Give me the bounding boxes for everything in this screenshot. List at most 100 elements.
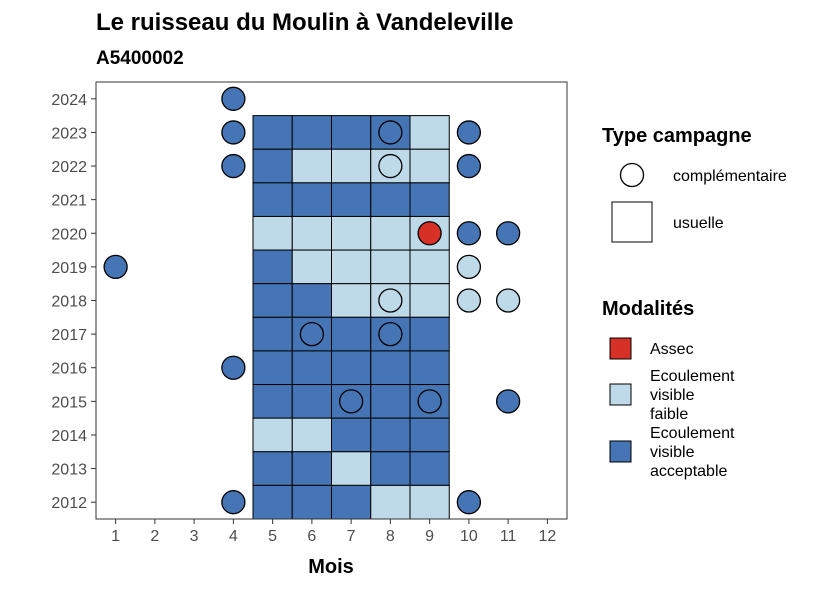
point-2015-11 <box>495 389 521 414</box>
cell-2014-6 <box>291 417 332 453</box>
cell-2012-8 <box>370 484 411 520</box>
legend-label-faible-2: faible <box>650 406 688 423</box>
y-tick-label-2017: 2017 <box>51 327 87 344</box>
legend-label-acceptable-2: acceptable <box>650 463 727 480</box>
cell-2021-9 <box>409 182 450 217</box>
cell-2020-6 <box>291 215 332 251</box>
chart-title: Le ruisseau du Moulin à Vandeleville <box>96 9 513 36</box>
cell-2016-7 <box>331 350 372 386</box>
point-2015-9 <box>417 389 442 414</box>
legend-key-faible <box>609 383 632 406</box>
x-tick-label-9: 9 <box>425 528 434 545</box>
cell-2019-8 <box>370 249 411 285</box>
cell-2022-7 <box>331 148 372 184</box>
legend-key-complementaire <box>619 162 645 188</box>
legend-key-acceptable <box>609 440 632 463</box>
cell-2016-5 <box>252 350 293 386</box>
cell-2020-5 <box>252 215 293 251</box>
cell-2022-5 <box>252 148 293 184</box>
point-2020-11 <box>495 221 521 246</box>
x-tick-label-10: 10 <box>460 528 478 545</box>
y-tick-label-2018: 2018 <box>51 294 87 311</box>
legend-fill-title: Modalités <box>602 298 694 320</box>
cell-2013-8 <box>370 451 411 486</box>
cell-2021-7 <box>331 182 372 217</box>
cell-2023-5 <box>252 115 293 150</box>
point-2022-10 <box>456 153 482 179</box>
x-tick-label-6: 6 <box>307 528 316 545</box>
cell-2017-5 <box>252 316 293 352</box>
cell-2019-9 <box>409 249 450 285</box>
plot-area <box>103 86 521 520</box>
cell-2015-5 <box>252 384 293 419</box>
point-2018-8 <box>378 288 403 313</box>
y-tick-label-2013: 2013 <box>51 462 87 479</box>
point-2018-11 <box>495 288 521 313</box>
point-2016-4 <box>221 355 246 380</box>
cell-2012-7 <box>331 484 372 520</box>
cell-2016-9 <box>409 350 450 386</box>
legend-label-assec-0: Assec <box>650 341 694 358</box>
x-tick-label-12: 12 <box>538 528 556 545</box>
point-2022-8 <box>378 153 403 179</box>
point-2019-1 <box>103 254 128 280</box>
point-2019-10 <box>456 254 482 280</box>
cell-2021-6 <box>291 182 332 217</box>
point-2017-6 <box>299 321 325 347</box>
cell-2018-6 <box>291 283 332 318</box>
legend-label-acceptable-1: visible <box>650 444 695 461</box>
cell-2013-7 <box>331 451 372 486</box>
x-tick-label-4: 4 <box>229 528 238 545</box>
y-axis: 2012 2013 2014 2015 2016 2017 2018 2019 2020 2021… <box>51 92 96 512</box>
cell-2023-6 <box>291 115 332 150</box>
cell-2012-5 <box>252 484 293 520</box>
cell-2012-6 <box>291 484 332 520</box>
point-2023-8 <box>378 120 403 145</box>
cell-2016-6 <box>291 350 332 386</box>
cell-2013-6 <box>291 451 332 486</box>
x-tick-label-8: 8 <box>386 528 395 545</box>
point-2020-9 <box>417 221 442 246</box>
point-2022-4 <box>221 153 246 179</box>
legend: Type campagne complémentaire usuelle Modali… <box>602 125 787 480</box>
cell-2014-8 <box>370 417 411 453</box>
y-tick-label-2023: 2023 <box>51 125 87 142</box>
point-2020-10 <box>456 221 482 246</box>
y-tick-label-2024: 2024 <box>51 92 87 109</box>
cell-2018-9 <box>409 283 450 318</box>
y-tick-label-2021: 2021 <box>51 193 87 210</box>
cell-2014-9 <box>409 417 450 453</box>
point-2024-4 <box>221 86 246 111</box>
x-tick-label-5: 5 <box>268 528 277 545</box>
point-2018-10 <box>456 288 482 313</box>
legend-key-usuelle <box>611 201 653 243</box>
cell-2021-5 <box>252 182 293 217</box>
point-2023-4 <box>221 120 246 145</box>
chart-subtitle: A5400002 <box>96 48 184 69</box>
cell-2014-7 <box>331 417 372 453</box>
cell-2015-8 <box>370 384 411 419</box>
legend-shape-title: Type campagne <box>602 125 752 147</box>
point-2012-10 <box>456 490 482 515</box>
y-tick-label-2012: 2012 <box>51 495 87 512</box>
legend-label-complementaire: complémentaire <box>673 168 787 185</box>
cell-2018-5 <box>252 283 293 318</box>
legend-label-usuelle: usuelle <box>673 215 724 232</box>
y-tick-label-2020: 2020 <box>51 226 87 243</box>
cell-2017-7 <box>331 316 372 352</box>
y-tick-label-2022: 2022 <box>51 159 87 176</box>
legend-label-faible-0: Ecoulement <box>650 368 735 385</box>
cell-2023-7 <box>331 115 372 150</box>
cell-2019-7 <box>331 249 372 285</box>
x-tick-label-11: 11 <box>500 528 517 545</box>
y-tick-label-2015: 2015 <box>51 394 87 411</box>
y-tick-label-2016: 2016 <box>51 361 87 378</box>
point-2015-7 <box>338 389 364 414</box>
y-tick-label-2014: 2014 <box>51 428 87 445</box>
x-tick-label-2: 2 <box>150 528 159 545</box>
cell-2012-9 <box>409 484 450 520</box>
x-tick-label-3: 3 <box>190 528 199 545</box>
cell-2021-8 <box>370 182 411 217</box>
cell-2013-9 <box>409 451 450 486</box>
